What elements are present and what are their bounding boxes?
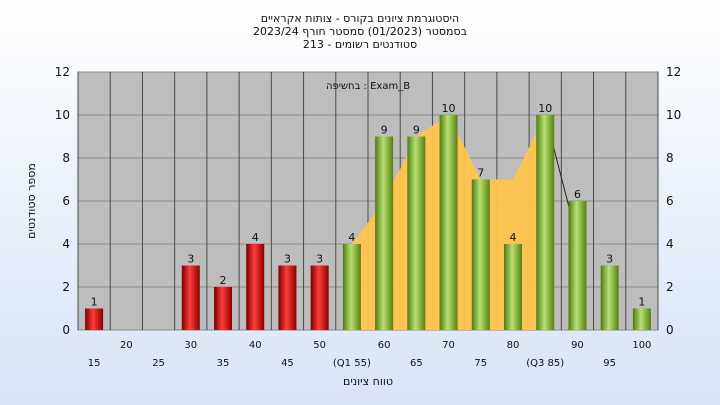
y-tick-right-6: 12 xyxy=(666,65,681,79)
x-axis-label: טווח ציונים xyxy=(343,375,393,388)
x-tick-12: 75 xyxy=(474,358,487,369)
x-tick-8: (Q1 55) xyxy=(333,358,371,369)
x-tick-11: 70 xyxy=(442,340,455,351)
bar-value-12: 7 xyxy=(477,167,484,180)
bar-value-6: 3 xyxy=(284,253,291,266)
bar-value-0: 1 xyxy=(91,296,98,309)
bar-value-10: 9 xyxy=(413,124,420,137)
x-tick-1: 20 xyxy=(120,340,133,351)
y-axis-label: מספר סטודנטים xyxy=(25,163,38,239)
bar-11 xyxy=(439,115,458,330)
bar-value-5: 4 xyxy=(252,231,259,244)
bar-5 xyxy=(246,244,265,330)
bar-10 xyxy=(407,136,426,330)
y-tick-left-1: 2 xyxy=(62,280,70,294)
y-tick-left-5: 10 xyxy=(55,108,70,122)
bar-value-16: 3 xyxy=(606,253,613,266)
y-tick-left-4: 8 xyxy=(62,151,70,165)
chart-title-line-1: היסטוגרמת ציונים בקורס - צותות אקראיים xyxy=(260,12,460,25)
y-tick-left-6: 12 xyxy=(55,65,70,79)
x-tick-9: 60 xyxy=(378,340,391,351)
x-tick-6: 45 xyxy=(281,358,294,369)
bar-9 xyxy=(375,136,394,330)
y-tick-left-0: 0 xyxy=(62,323,70,337)
y-tick-right-4: 8 xyxy=(666,151,674,165)
x-tick-17: 100 xyxy=(632,340,651,351)
bar-12 xyxy=(471,179,490,330)
y-tick-right-0: 0 xyxy=(666,323,674,337)
y-tick-right-5: 10 xyxy=(666,108,681,122)
x-tick-0: 15 xyxy=(88,358,101,369)
bar-3 xyxy=(181,265,200,330)
bar-value-14: 10 xyxy=(538,102,552,115)
bar-7 xyxy=(310,265,329,330)
bar-value-4: 2 xyxy=(220,274,227,287)
y-tick-left-3: 6 xyxy=(62,194,70,208)
y-tick-right-3: 6 xyxy=(666,194,674,208)
x-tick-16: 95 xyxy=(603,358,616,369)
x-tick-14: (Q3 85) xyxy=(526,358,564,369)
bar-6 xyxy=(278,265,297,330)
x-tick-3: 30 xyxy=(184,340,197,351)
bar-value-9: 9 xyxy=(381,124,388,137)
y-tick-right-2: 4 xyxy=(666,237,674,251)
bar-0 xyxy=(85,308,104,330)
bars xyxy=(85,115,651,330)
bar-value-17: 1 xyxy=(638,296,645,309)
x-tick-4: 35 xyxy=(217,358,230,369)
chart-title-line-2: בסמסטר (01/2023) סמסטר חורף 2023/24 xyxy=(253,25,467,38)
bar-value-7: 3 xyxy=(316,253,323,266)
chart-title-line-3: סטודנטים רשומים - 213 xyxy=(302,38,418,51)
bar-13 xyxy=(504,244,522,330)
bar-4 xyxy=(214,287,232,330)
x-tick-13: 80 xyxy=(507,340,520,351)
chart-annotation: בחשיפה : Exam_B xyxy=(326,81,410,92)
y-tick-left-2: 4 xyxy=(62,237,70,251)
bar-17 xyxy=(632,308,651,330)
x-tick-5: 40 xyxy=(249,340,262,351)
bar-15 xyxy=(568,201,587,330)
x-tick-2: 25 xyxy=(152,358,165,369)
bar-value-15: 6 xyxy=(574,188,581,201)
bar-value-13: 4 xyxy=(510,231,517,244)
x-tick-7: 50 xyxy=(313,340,326,351)
bar-value-11: 10 xyxy=(442,102,456,115)
y-tick-right-1: 2 xyxy=(666,280,674,294)
bar-16 xyxy=(600,265,619,330)
x-tick-15: 90 xyxy=(571,340,584,351)
bar-value-8: 4 xyxy=(348,231,355,244)
x-tick-10: 65 xyxy=(410,358,423,369)
bar-8 xyxy=(342,244,361,330)
bar-value-3: 3 xyxy=(187,253,194,266)
bar-value-labels: 1 3 2 4 3 3 4 9 9 10 7 4 10 6 3 1 xyxy=(91,102,646,309)
bar-14 xyxy=(536,115,555,330)
